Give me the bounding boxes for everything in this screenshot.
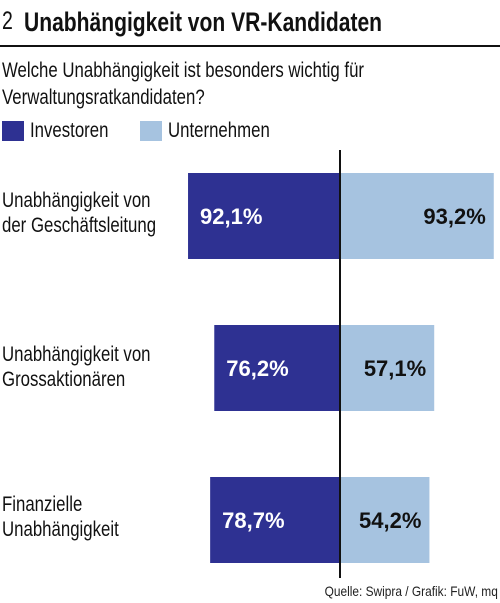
legend-swatch-investoren <box>2 121 24 141</box>
value-label-investoren-3: 78,7% <box>222 508 284 533</box>
category-3-line-1: Finanzielle <box>2 493 83 516</box>
legend-label-investoren: Investoren <box>30 119 109 142</box>
header-rule <box>0 45 500 47</box>
value-label-investoren-2: 76,2% <box>226 356 288 381</box>
category-1-line-1: Unabhängigkeit von <box>2 189 151 212</box>
value-label-unternehmen-2: 57,1% <box>364 356 426 381</box>
bar-unternehmen-3 <box>340 477 430 563</box>
legend-swatch-unternehmen <box>140 121 162 141</box>
category-2-line-1: Unabhängigkeit von <box>2 343 151 366</box>
subtitle-line-1: Welche Unabhängigkeit ist besonders wich… <box>2 59 365 82</box>
category-label-1: Unabhängigkeit von der Geschäftsleitung <box>2 188 202 238</box>
value-label-investoren-1: 92,1% <box>200 204 262 229</box>
category-1-line-2: der Geschäftsleitung <box>2 214 157 237</box>
source-note: Quelle: Swipra / Grafik: FuW, mq <box>324 583 498 599</box>
category-3-line-2: Unabhängigkeit <box>2 518 119 541</box>
subtitle-line-2: Verwaltungsratkandidaten? <box>2 86 205 109</box>
value-label-unternehmen-1: 93,2% <box>423 204 485 229</box>
bar-investoren-1 <box>188 173 340 259</box>
value-label-unternehmen-3: 54,2% <box>359 508 421 533</box>
legend-label-unternehmen: Unternehmen <box>168 119 270 142</box>
chart-number: 2 <box>2 7 13 35</box>
chart-header: 2 Unabhängigkeit von VR-Kandidaten <box>2 7 382 39</box>
category-label-2: Unabhängigkeit von Grossaktionären <box>2 342 202 392</box>
chart-title: Unabhängigkeit von VR-Kandidaten <box>24 7 383 37</box>
category-2-line-2: Grossaktionären <box>2 368 126 391</box>
chart-subtitle: Welche Unabhängigkeit ist besonders wich… <box>2 57 498 111</box>
category-label-3: Finanzielle Unabhängigkeit <box>2 492 202 542</box>
bar-investoren-2 <box>214 325 340 411</box>
bar-unternehmen-2 <box>340 325 435 411</box>
bar-investoren-3 <box>210 477 340 563</box>
bar-unternehmen-1 <box>340 173 494 259</box>
